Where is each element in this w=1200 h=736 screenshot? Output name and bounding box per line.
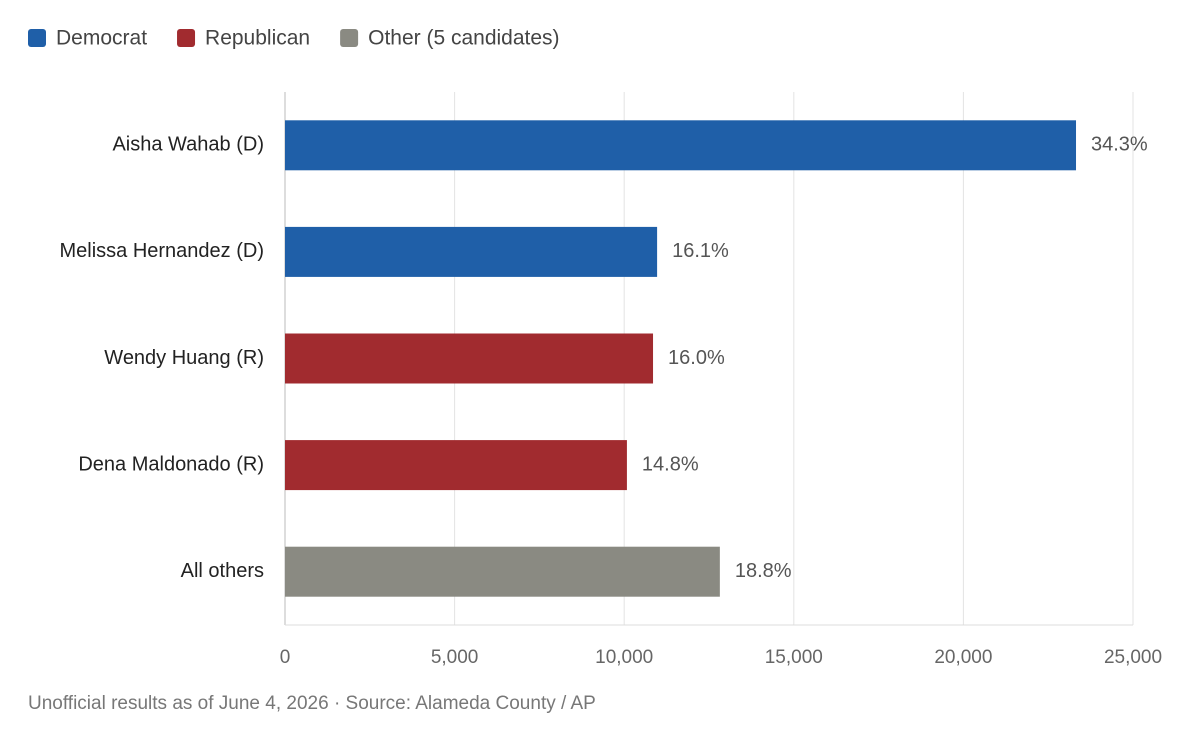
x-tick-label: 20,000 xyxy=(934,647,992,668)
y-tick-label: Aisha Wahab (D) xyxy=(112,134,264,156)
value-label: 14.8% xyxy=(642,453,699,475)
value-label: 16.0% xyxy=(668,347,725,369)
x-tick-label: 25,000 xyxy=(1104,647,1162,668)
x-tick-label: 10,000 xyxy=(595,647,653,668)
legend-swatch xyxy=(177,29,196,47)
bar xyxy=(285,546,720,597)
legend-swatch xyxy=(28,29,46,47)
x-tick-label: 5,000 xyxy=(431,647,479,668)
bar xyxy=(285,226,658,277)
legend-swatch xyxy=(340,29,359,47)
legend-label: Democrat xyxy=(56,27,147,50)
value-label: 18.8% xyxy=(735,560,792,582)
x-tick-label: 0 xyxy=(280,647,291,668)
y-tick-label: Dena Maldonado (R) xyxy=(78,453,264,475)
x-tick-label: 15,000 xyxy=(765,647,823,668)
legend-label: Other (5 candidates) xyxy=(368,27,559,50)
y-tick-label: All others xyxy=(181,560,264,582)
bar xyxy=(285,440,627,491)
value-label: 34.3% xyxy=(1091,134,1148,156)
bar xyxy=(285,120,1077,171)
value-label: 16.1% xyxy=(672,240,729,262)
legend-label: Republican xyxy=(205,27,310,50)
footnote: Unofficial results as of June 4, 2026 · … xyxy=(28,693,596,714)
y-tick-label: Melissa Hernandez (D) xyxy=(59,240,264,262)
bar xyxy=(285,333,654,384)
y-tick-label: Wendy Huang (R) xyxy=(104,347,264,369)
